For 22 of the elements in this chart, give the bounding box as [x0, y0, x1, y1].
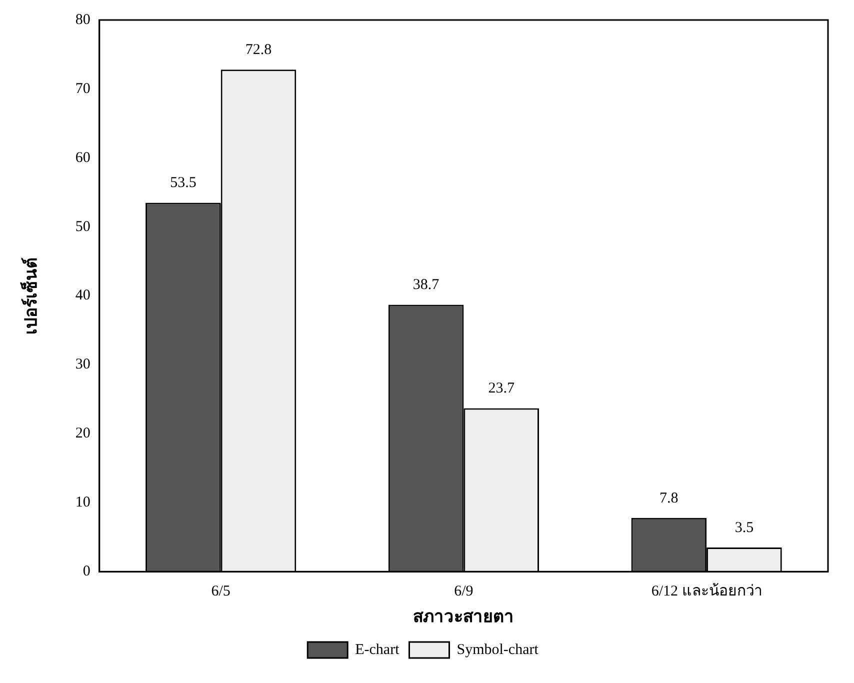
- y-tick-label: 20: [75, 426, 90, 442]
- data-label: 72.8: [245, 42, 272, 58]
- data-label: 7.8: [660, 490, 678, 506]
- y-tick-label: 0: [82, 564, 90, 580]
- data-label: 38.7: [412, 277, 440, 294]
- legend-label: E-chart: [355, 642, 400, 658]
- y-tick-label: 40: [75, 288, 90, 304]
- y-axis-title: เปอร์เซ็นต์: [18, 257, 41, 334]
- y-tick-label: 30: [75, 356, 90, 373]
- y-tick-label: 70: [75, 80, 90, 97]
- x-tick-label: 6/5: [211, 584, 230, 600]
- y-tick-label: 60: [75, 150, 90, 166]
- data-label: 3.5: [734, 520, 754, 536]
- data-label: 23.7: [488, 380, 515, 397]
- y-tick-label: 80: [75, 12, 90, 28]
- x-tick-label: 6/9: [454, 584, 474, 600]
- y-tick-label: 10: [75, 494, 90, 511]
- legend-label: Symbol-chart: [456, 642, 540, 658]
- data-label: 53.5: [170, 175, 196, 192]
- y-tick-label: 50: [75, 218, 90, 235]
- x-tick-label: 6/12 และน้อยกว่า: [651, 582, 762, 600]
- x-axis-title: สภาวะสายตา: [413, 607, 514, 626]
